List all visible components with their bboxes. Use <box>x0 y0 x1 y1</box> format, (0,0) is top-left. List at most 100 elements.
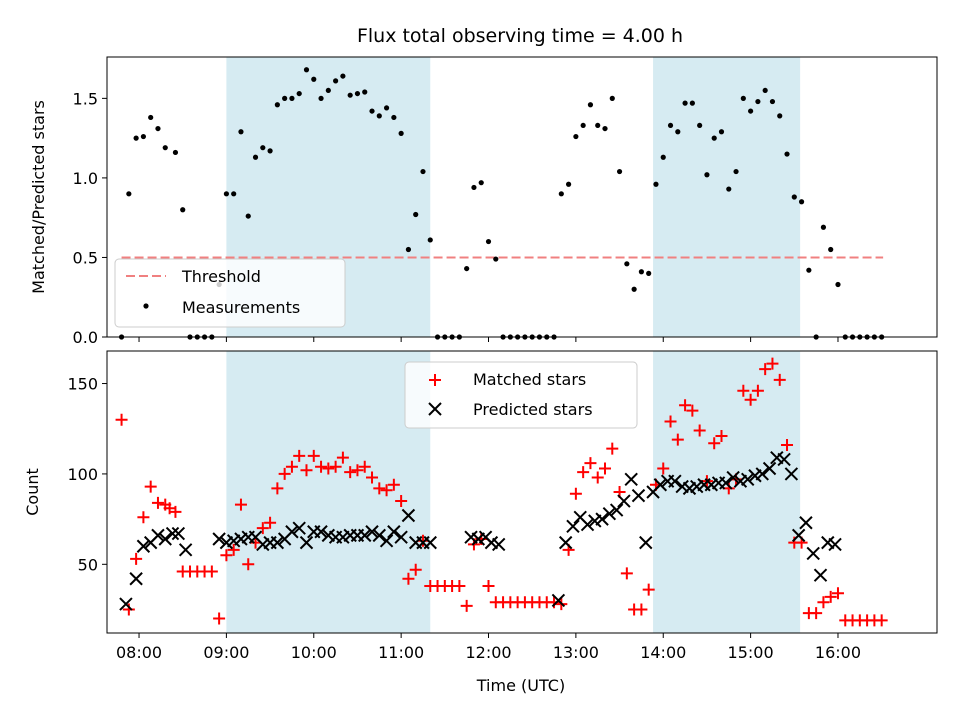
bottom-xtick-label-4: 12:00 <box>465 643 511 662</box>
predicted-point-56 <box>639 535 653 550</box>
measurement-point-90 <box>777 113 783 119</box>
predicted-point-5 <box>158 532 172 546</box>
measurement-point-3 <box>140 133 147 140</box>
bottom-xtick-label-7: 15:00 <box>728 643 774 662</box>
measurement-point-48 <box>471 184 477 191</box>
measurement-point-80 <box>704 172 710 178</box>
predicted-point-76 <box>784 467 799 481</box>
bottom-legend-box <box>404 361 638 429</box>
measurement-point-64 <box>587 102 594 108</box>
predicted-point-19 <box>285 525 299 539</box>
measurement-point-20 <box>267 148 273 154</box>
matched-point-36 <box>373 482 386 495</box>
measurement-point-47 <box>464 265 470 272</box>
matched-point-83 <box>715 429 728 442</box>
measurement-point-63 <box>580 122 586 129</box>
matched-point-39 <box>395 495 408 508</box>
predicted-point-34 <box>394 530 408 544</box>
matched-point-21 <box>264 516 277 529</box>
measurement-point-36 <box>383 105 390 111</box>
measurement-point-74 <box>660 154 666 160</box>
matched-point-2 <box>130 552 143 565</box>
predicted-point-45 <box>558 535 573 550</box>
measurement-point-62 <box>573 133 579 140</box>
predicted-point-50 <box>595 512 609 526</box>
matched-point-75 <box>657 462 670 475</box>
matched-point-35 <box>366 471 379 484</box>
legend-threshold-label: Threshold <box>181 267 261 286</box>
bottom-shade-1 <box>653 351 801 633</box>
measurement-point-98 <box>835 281 841 288</box>
predicted-point-44 <box>551 593 566 608</box>
predicted-point-8 <box>178 543 193 557</box>
predicted-point-32 <box>379 534 394 548</box>
bottom-ytick-label-2: 150 <box>67 375 98 394</box>
top-y-axis-label: Matched/Predicted stars <box>29 100 48 294</box>
measurement-point-84 <box>733 168 739 175</box>
matched-point-16 <box>227 543 240 556</box>
predicted-point-48 <box>580 517 595 532</box>
matched-point-31 <box>336 451 349 464</box>
matched-point-91 <box>773 373 786 386</box>
top-y-axis: 0.0 0.5 1.0 1.5 <box>73 89 107 347</box>
top-x-axis <box>138 337 839 342</box>
measurement-point-96 <box>820 224 827 230</box>
measurement-point-8 <box>180 207 186 213</box>
measurement-point-24 <box>296 90 302 97</box>
measurement-point-94 <box>806 267 812 273</box>
top-panel: 0.0 0.5 1.0 1.5 Matched/Predicted stars Thr… <box>29 56 938 347</box>
measurement-point-88 <box>762 87 768 94</box>
matched-point-68 <box>606 442 619 455</box>
matched-point-40 <box>402 572 415 585</box>
predicted-point-0 <box>119 597 133 611</box>
measurement-point-7 <box>172 149 179 156</box>
matched-point-15 <box>220 549 233 562</box>
matched-point-98 <box>824 590 837 603</box>
predicted-point-29 <box>358 528 372 543</box>
chart-title: Flux total observing time = 4.00 h <box>357 25 683 47</box>
measurement-point-26 <box>311 76 317 82</box>
predicted-point-9 <box>212 532 226 546</box>
measurement-point-35 <box>376 113 382 119</box>
measurement-point-4 <box>148 114 154 121</box>
matched-point-1 <box>122 603 135 616</box>
matched-point-42 <box>416 534 429 547</box>
top-shade-1 <box>653 57 801 337</box>
predicted-point-6 <box>165 526 180 541</box>
measurement-point-29 <box>333 78 339 84</box>
bottom-xtick-label-5: 13:00 <box>553 643 599 662</box>
measurement-point-72 <box>646 270 652 276</box>
matched-point-96 <box>810 607 823 620</box>
predicted-point-58 <box>653 478 668 492</box>
measurement-point-61 <box>565 181 572 187</box>
predicted-point-20 <box>292 521 306 535</box>
matched-point-14 <box>213 612 226 625</box>
matched-point-41 <box>409 563 422 576</box>
matched-point-66 <box>591 471 604 484</box>
bottom-y-axis: 50 100 150 <box>67 375 107 574</box>
matched-point-13 <box>205 565 218 578</box>
matched-point-65 <box>584 457 597 470</box>
measurement-point-66 <box>602 125 608 132</box>
predicted-point-78 <box>799 516 813 530</box>
predicted-point-53 <box>617 494 631 508</box>
top-plot-frame <box>106 56 938 338</box>
measurement-point-97 <box>828 246 834 253</box>
top-legend: Threshold Measurements <box>114 258 346 328</box>
predicted-point-70 <box>740 472 755 487</box>
bottom-xtick-label-3: 11:00 <box>378 643 424 662</box>
legend-matched-label: Matched stars <box>473 370 586 389</box>
predicted-point-52 <box>609 503 624 517</box>
measurement-point-16 <box>238 129 244 135</box>
matched-point-37 <box>380 484 393 497</box>
predicted-point-33 <box>387 525 401 539</box>
matched-point-22 <box>271 482 284 495</box>
predicted-point-55 <box>631 488 646 503</box>
predicted-point-2 <box>136 539 151 553</box>
measurement-point-25 <box>303 67 310 73</box>
predicted-point-17 <box>270 535 285 550</box>
legend-measurement-swatch <box>143 303 149 309</box>
bottom-y-axis-label: Count <box>23 468 42 516</box>
matched-point-51 <box>482 580 495 592</box>
